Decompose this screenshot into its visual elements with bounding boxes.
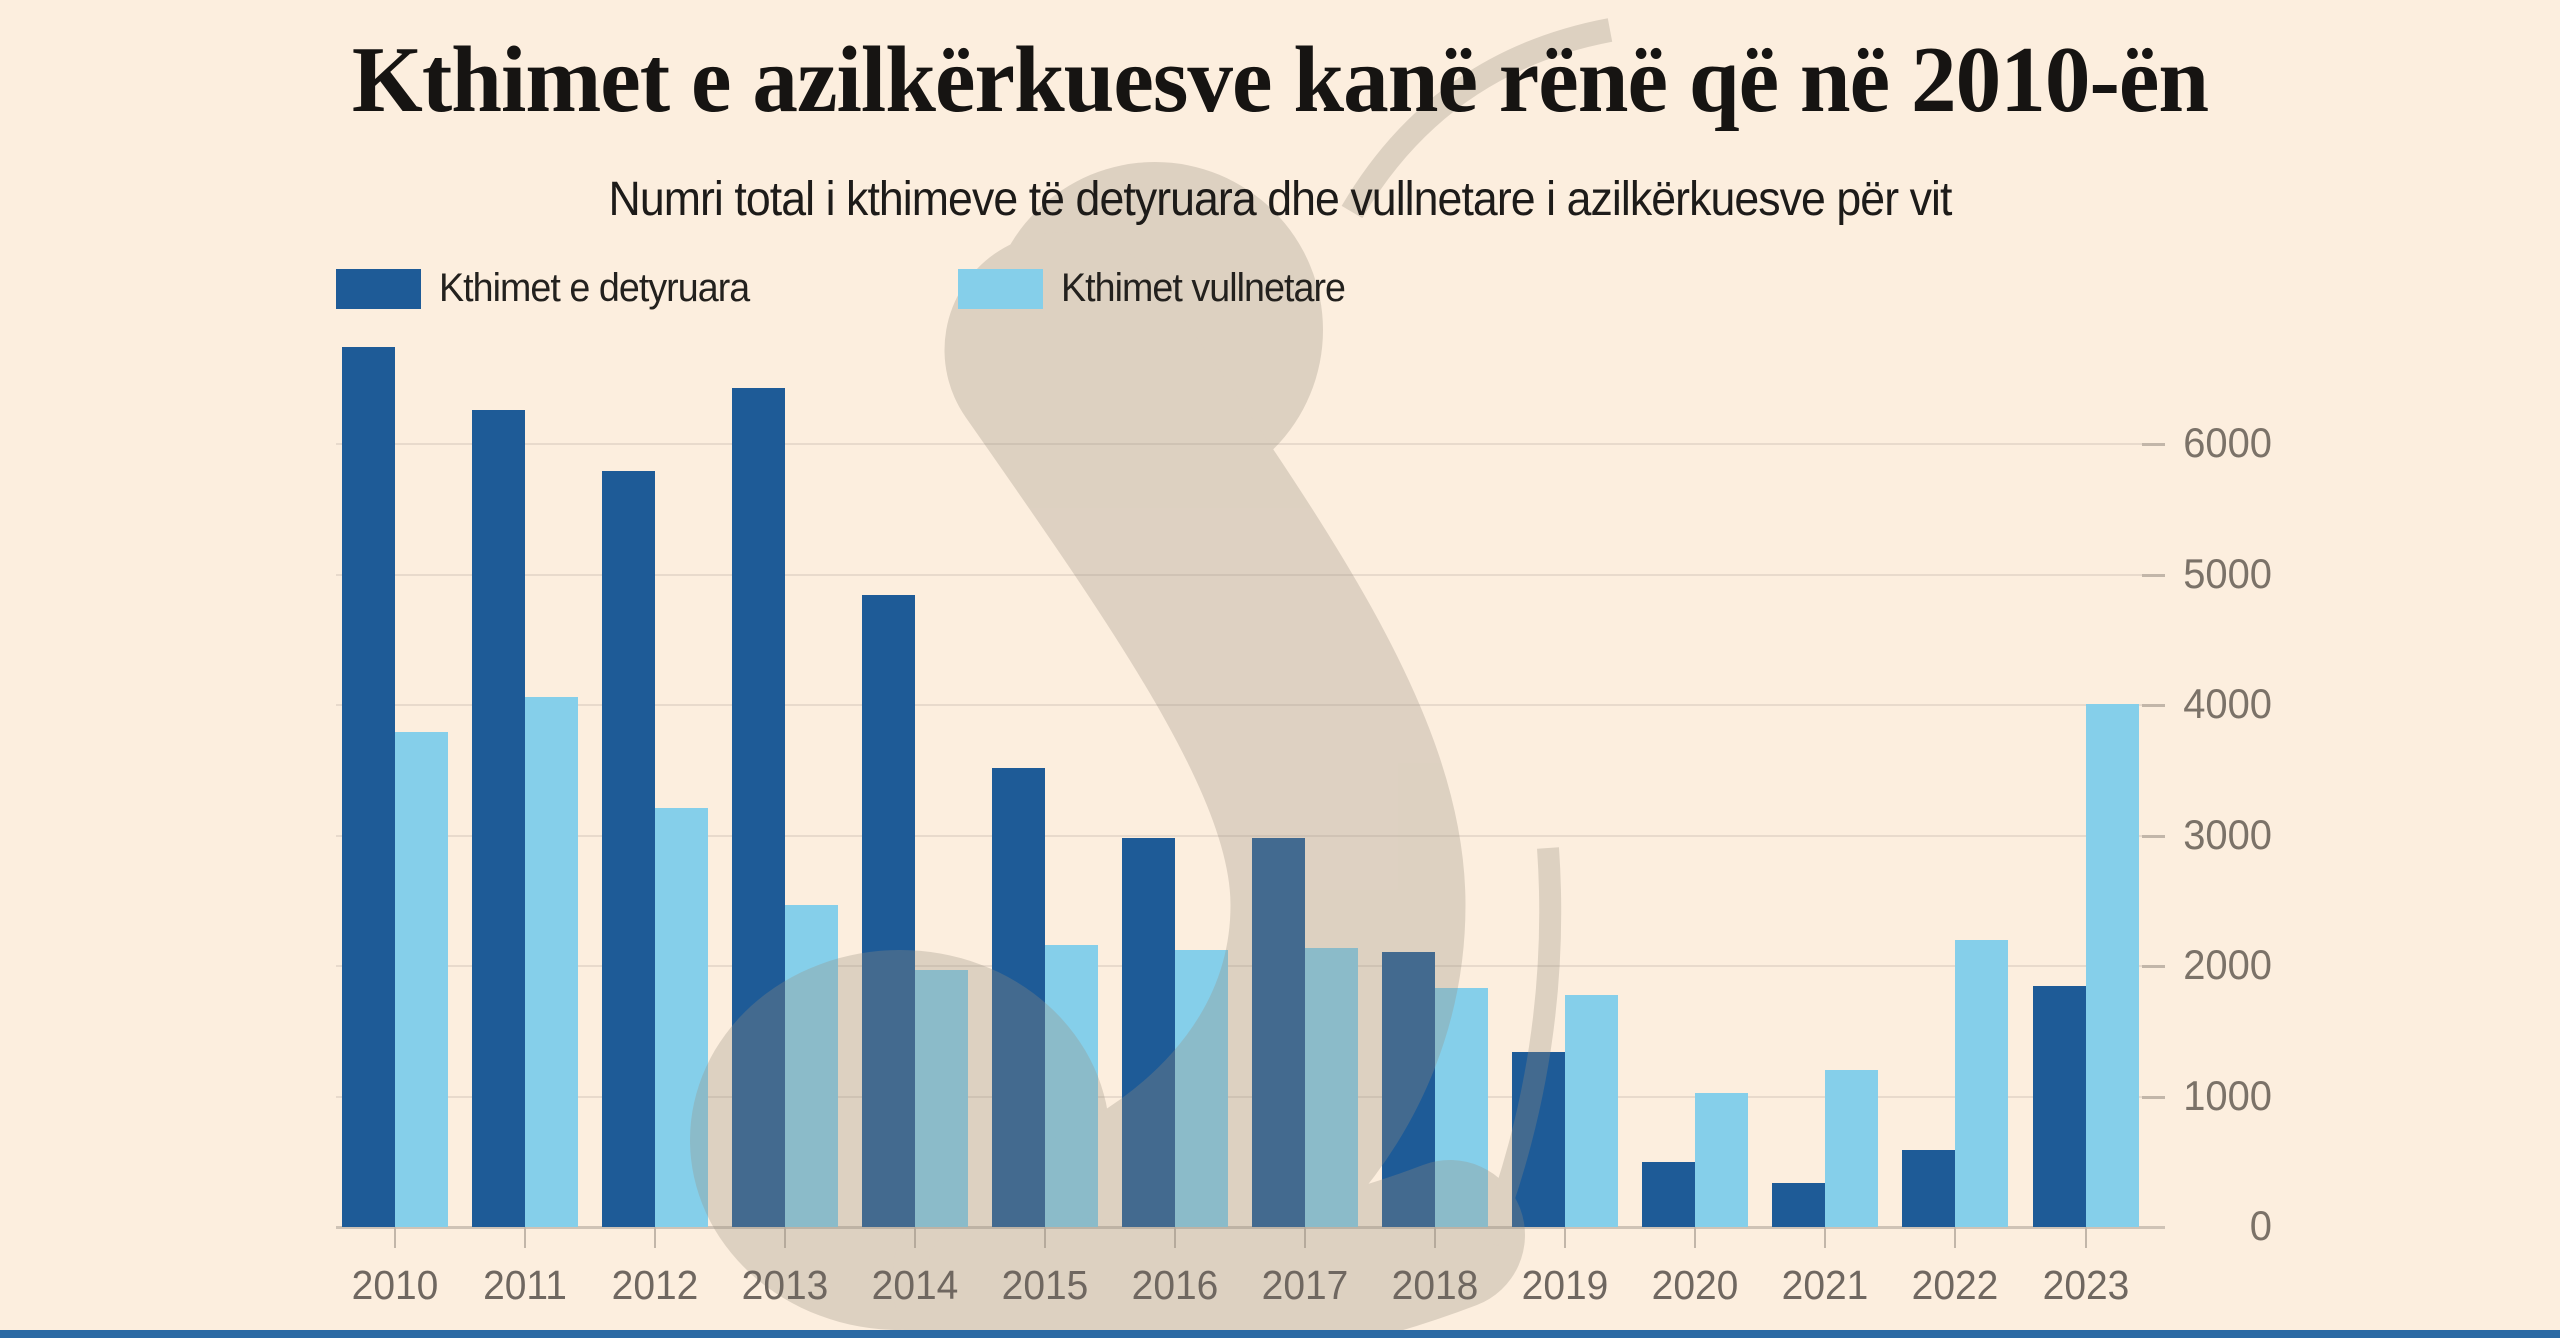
x-tick-2014 <box>914 1227 917 1248</box>
bar-forced-2018 <box>1382 951 1436 1227</box>
gridline-6000 <box>336 443 2165 445</box>
bar-forced-2010 <box>342 347 395 1227</box>
y-tick-4000 <box>2142 704 2165 707</box>
bar-forced-2023 <box>2032 985 2086 1227</box>
x-tick-2010 <box>394 1227 396 1248</box>
x-tick-2019 <box>1564 1227 1567 1248</box>
bar-voluntary-2020 <box>1695 1092 1749 1227</box>
bar-forced-2021 <box>1772 1182 1826 1227</box>
bar-voluntary-2014 <box>915 969 969 1227</box>
x-tick-2017 <box>1304 1227 1307 1248</box>
bar-forced-2012 <box>602 471 656 1227</box>
gridline-3000 <box>336 834 2165 837</box>
bar-voluntary-2022 <box>1955 939 2009 1227</box>
bar-forced-2011 <box>472 410 526 1227</box>
x-axis-line <box>336 1226 2165 1229</box>
bar-forced-2017 <box>1252 838 1306 1227</box>
bar-forced-2014 <box>862 595 916 1227</box>
legend-label-forced: Kthimet e detyruara <box>439 266 750 310</box>
legend-item-voluntary: Kthimet vullnetare <box>958 266 1363 311</box>
bar-forced-2022 <box>1902 1150 1956 1227</box>
bar-forced-2016 <box>1122 838 1176 1227</box>
gridline-4000 <box>336 704 2165 706</box>
bar-voluntary-2012 <box>655 808 709 1227</box>
page-subtitle: Numri total i kthimeve të detyruara dhe … <box>608 173 1953 226</box>
x-tick-2012 <box>654 1227 657 1248</box>
x-tick-2016 <box>1174 1227 1177 1248</box>
bar-voluntary-2019 <box>1565 994 1619 1227</box>
legend-label-voluntary: Kthimet vullnetare <box>1061 266 1346 310</box>
bar-forced-2015 <box>992 767 1046 1227</box>
gridline-2000 <box>336 965 2165 967</box>
bar-voluntary-2011 <box>525 697 579 1227</box>
y-tick-3000 <box>2142 834 2165 838</box>
x-tick-2018 <box>1434 1227 1437 1248</box>
footer-accent-strip <box>0 1330 2560 1338</box>
y-tick-1000 <box>2142 1095 2165 1099</box>
x-tick-2022 <box>1954 1227 1957 1248</box>
bar-forced-2020 <box>1642 1161 1696 1227</box>
bar-voluntary-2017 <box>1305 947 1359 1227</box>
x-tick-2021 <box>1824 1227 1827 1248</box>
legend-swatch-forced-icon <box>336 268 421 309</box>
y-tick-2000 <box>2142 965 2165 968</box>
x-tick-2013 <box>784 1227 787 1248</box>
bar-voluntary-2016 <box>1175 950 1229 1227</box>
bar-voluntary-2021 <box>1825 1070 1879 1227</box>
legend-item-forced: Kthimet e detyruara <box>336 266 769 311</box>
bar-forced-2013 <box>732 387 786 1227</box>
bar-voluntary-2023 <box>2085 703 2139 1227</box>
y-tick-5000 <box>2142 573 2165 577</box>
x-tick-2023 <box>2084 1227 2087 1248</box>
page-title: Kthimet e azilkërkuesve kanë rënë që në … <box>351 28 2209 132</box>
bar-voluntary-2015 <box>1045 945 1099 1227</box>
bar-voluntary-2013 <box>785 904 839 1227</box>
x-tick-2011 <box>524 1227 527 1248</box>
bar-forced-2019 <box>1512 1052 1566 1227</box>
x-tick-2020 <box>1694 1227 1697 1248</box>
gridline-5000 <box>336 573 2165 576</box>
bar-voluntary-2010 <box>395 732 448 1227</box>
legend-swatch-voluntary-icon <box>958 268 1043 309</box>
gridline-1000 <box>336 1095 2165 1098</box>
y-tick-6000 <box>2142 443 2165 446</box>
bar-voluntary-2018 <box>1435 988 1489 1227</box>
x-tick-2015 <box>1044 1227 1047 1248</box>
